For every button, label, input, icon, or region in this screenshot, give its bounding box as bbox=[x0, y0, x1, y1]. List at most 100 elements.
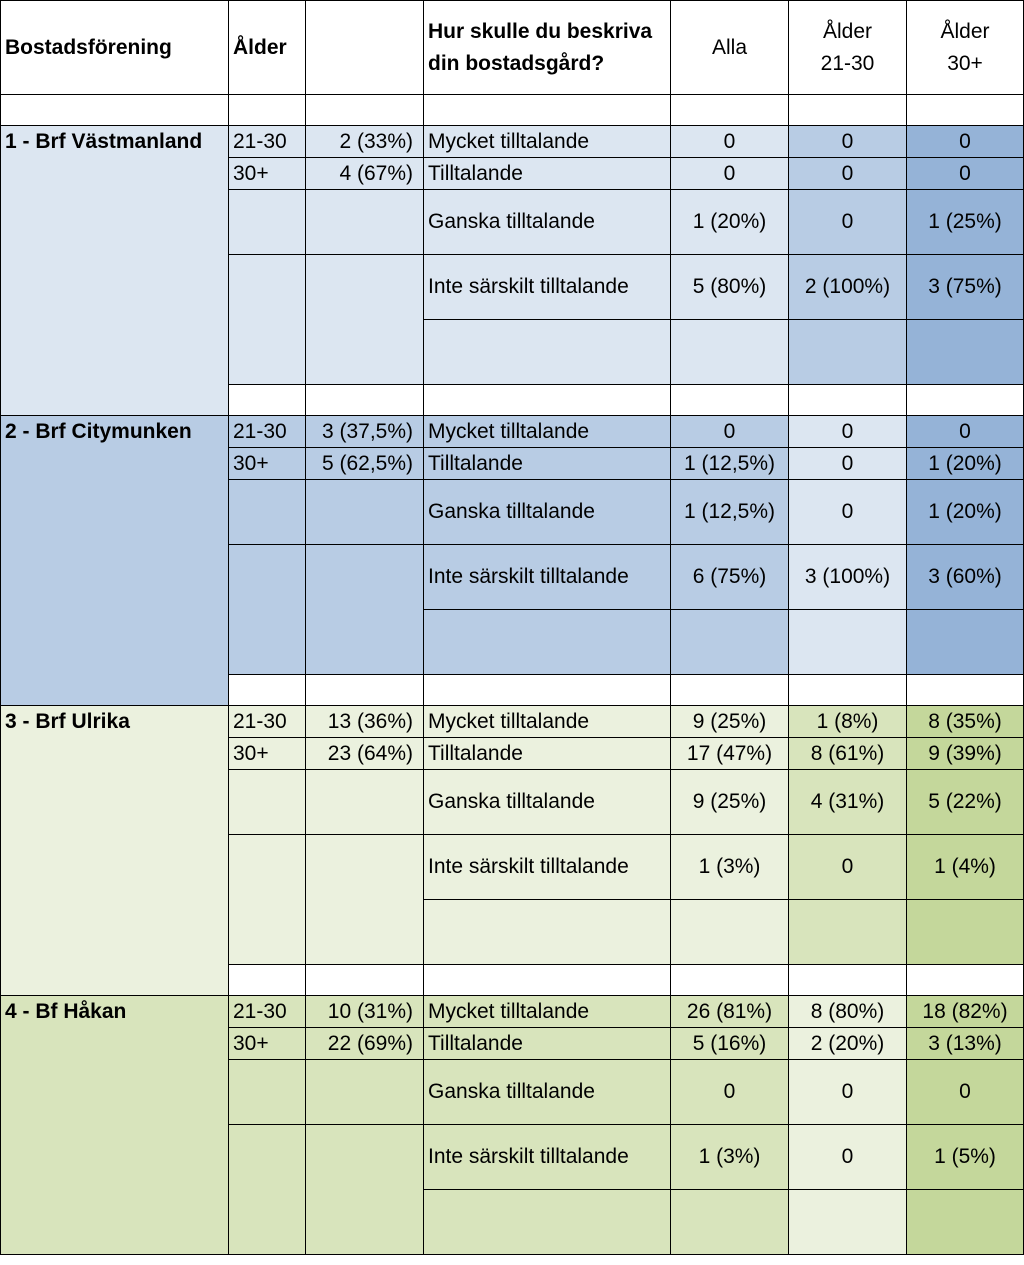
age-count: 3 (37,5%) bbox=[305, 415, 424, 448]
answer-old: 5 (22%) bbox=[906, 769, 1024, 835]
spacer-row bbox=[1, 674, 1024, 706]
age-label: 30+ bbox=[228, 157, 306, 190]
answer-young: 3 (100%) bbox=[788, 544, 907, 610]
answer-label: Mycket tilltalande bbox=[423, 125, 671, 158]
answer-all: 0 bbox=[670, 1059, 789, 1125]
group-2-row-1: 2 - Brf Citymunken 21-30 3 (37,5%) Mycke… bbox=[0, 415, 1024, 706]
answer-old: 0 bbox=[906, 157, 1024, 190]
age-count: 5 (62,5%) bbox=[305, 447, 424, 480]
answer-all: 5 (16%) bbox=[670, 1027, 789, 1060]
answer-all: 0 bbox=[670, 415, 789, 448]
answer-old: 9 (39%) bbox=[906, 737, 1024, 770]
answer-young: 2 (20%) bbox=[788, 1027, 907, 1060]
header-question: Hur skulle du beskriva din bostadsgård? bbox=[423, 0, 671, 95]
age-count: 13 (36%) bbox=[305, 705, 424, 738]
answer-label: Mycket tilltalande bbox=[423, 415, 671, 448]
answer-all: 1 (12,5%) bbox=[670, 447, 789, 480]
answer-young: 4 (31%) bbox=[788, 769, 907, 835]
answer-label: Mycket tilltalande bbox=[423, 705, 671, 738]
group-3-row-5 bbox=[1, 899, 1024, 965]
answer-label: Ganska tilltalande bbox=[423, 1059, 671, 1125]
group-3-row-3: Ganska tilltalande 9 (25%) 4 (31%) 5 (22… bbox=[1, 769, 1024, 835]
answer-young: 8 (61%) bbox=[788, 737, 907, 770]
answer-all: 1 (3%) bbox=[670, 834, 789, 900]
group-4-row-3: Ganska tilltalande 0 0 0 bbox=[1, 1059, 1024, 1125]
header-empty bbox=[305, 0, 424, 95]
answer-label: Tilltalande bbox=[423, 447, 671, 480]
header-age-old-line2: 30+ bbox=[947, 51, 983, 75]
answer-young: 0 bbox=[788, 447, 907, 480]
answer-young: 0 bbox=[788, 834, 907, 900]
association-name: 2 - Brf Citymunken bbox=[0, 415, 229, 706]
answer-old: 3 (60%) bbox=[906, 544, 1024, 610]
answer-label: Inte särskilt tilltalande bbox=[423, 544, 671, 610]
answer-all: 26 (81%) bbox=[670, 995, 789, 1028]
answer-label: Ganska tilltalande bbox=[423, 769, 671, 835]
answer-old: 3 (13%) bbox=[906, 1027, 1024, 1060]
answer-all: 5 (80%) bbox=[670, 254, 789, 320]
answer-old: 0 bbox=[906, 415, 1024, 448]
answer-old: 1 (20%) bbox=[906, 479, 1024, 545]
answer-all: 1 (20%) bbox=[670, 189, 789, 255]
answer-label: Tilltalande bbox=[423, 737, 671, 770]
group-3-row-4: Inte särskilt tilltalande 1 (3%) 0 1 (4%… bbox=[1, 834, 1024, 900]
answer-young: 2 (100%) bbox=[788, 254, 907, 320]
answer-young: 0 bbox=[788, 189, 907, 255]
answer-all: 1 (12,5%) bbox=[670, 479, 789, 545]
header-age-young-line1: Ålder bbox=[822, 19, 873, 43]
spacer-row bbox=[0, 94, 1024, 126]
answer-old: 3 (75%) bbox=[906, 254, 1024, 320]
answer-label: Mycket tilltalande bbox=[423, 995, 671, 1028]
header-age: Ålder bbox=[228, 0, 306, 95]
answer-young: 0 bbox=[788, 1124, 907, 1190]
age-label: 30+ bbox=[228, 1027, 306, 1060]
header-age-old: Ålder 30+ bbox=[906, 0, 1024, 95]
age-label: 21-30 bbox=[228, 995, 306, 1028]
answer-label: Ganska tilltalande bbox=[423, 189, 671, 255]
answer-label: Inte särskilt tilltalande bbox=[423, 834, 671, 900]
answer-old: 18 (82%) bbox=[906, 995, 1024, 1028]
header-age-old-line1: Ålder bbox=[940, 19, 990, 43]
group-3-row-1: 3 - Brf Ulrika 21-30 13 (36%) Mycket til… bbox=[0, 705, 1024, 996]
answer-all: 17 (47%) bbox=[670, 737, 789, 770]
group-1-row-2: 30+ 4 (67%) Tilltalande 0 0 0 bbox=[1, 157, 1024, 190]
answer-young: 0 bbox=[788, 157, 907, 190]
age-count: 22 (69%) bbox=[305, 1027, 424, 1060]
answer-young: 0 bbox=[788, 125, 907, 158]
group-1-row-3: Ganska tilltalande 1 (20%) 0 1 (25%) bbox=[1, 189, 1024, 255]
group-1-row-4: Inte särskilt tilltalande 5 (80%) 2 (100… bbox=[1, 254, 1024, 320]
association-name: 3 - Brf Ulrika bbox=[0, 705, 229, 996]
answer-old: 0 bbox=[906, 1059, 1024, 1125]
age-label: 21-30 bbox=[228, 415, 306, 448]
answer-young: 8 (80%) bbox=[788, 995, 907, 1028]
age-label: 21-30 bbox=[228, 125, 306, 158]
answer-young: 0 bbox=[788, 479, 907, 545]
group-2-row-4: Inte särskilt tilltalande 6 (75%) 3 (100… bbox=[1, 544, 1024, 610]
answer-young: 1 (8%) bbox=[788, 705, 907, 738]
group-4-row-5 bbox=[1, 1189, 1024, 1255]
association-name: 1 - Brf Västmanland bbox=[0, 125, 229, 416]
answer-all: 0 bbox=[670, 157, 789, 190]
answer-all: 9 (25%) bbox=[670, 769, 789, 835]
age-count: 10 (31%) bbox=[305, 995, 424, 1028]
answer-all: 9 (25%) bbox=[670, 705, 789, 738]
group-3-row-2: 30+ 23 (64%) Tilltalande 17 (47%) 8 (61%… bbox=[1, 737, 1024, 770]
header-age-young: Ålder 21-30 bbox=[788, 0, 907, 95]
group-2-row-3: Ganska tilltalande 1 (12,5%) 0 1 (20%) bbox=[1, 479, 1024, 545]
answer-old: 8 (35%) bbox=[906, 705, 1024, 738]
group-4-row-4: Inte särskilt tilltalande 1 (3%) 0 1 (5%… bbox=[1, 1124, 1024, 1190]
answer-young: 0 bbox=[788, 415, 907, 448]
answer-young: 0 bbox=[788, 1059, 907, 1125]
header-all: Alla bbox=[670, 0, 789, 95]
answer-old: 1 (20%) bbox=[906, 447, 1024, 480]
age-count: 23 (64%) bbox=[305, 737, 424, 770]
age-count: 2 (33%) bbox=[305, 125, 424, 158]
answer-all: 6 (75%) bbox=[670, 544, 789, 610]
answer-label: Inte särskilt tilltalande bbox=[423, 254, 671, 320]
spacer-row bbox=[1, 384, 1024, 416]
association-name: 4 - Bf Håkan bbox=[0, 995, 229, 1255]
answer-all: 1 (3%) bbox=[670, 1124, 789, 1190]
age-count: 4 (67%) bbox=[305, 157, 424, 190]
header-age-young-line2: 21-30 bbox=[820, 51, 875, 75]
